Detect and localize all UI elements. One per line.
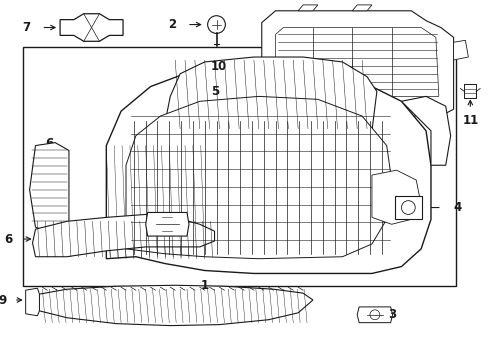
Text: 6: 6	[4, 233, 12, 246]
Text: 3: 3	[389, 308, 397, 321]
Text: 1: 1	[200, 279, 209, 292]
Polygon shape	[126, 96, 392, 259]
Text: 8: 8	[163, 183, 172, 196]
Polygon shape	[275, 27, 439, 96]
Text: 9: 9	[0, 293, 7, 306]
Polygon shape	[352, 5, 372, 11]
Text: 10: 10	[211, 60, 227, 73]
Polygon shape	[25, 288, 39, 316]
Polygon shape	[262, 11, 454, 116]
Polygon shape	[163, 57, 377, 131]
Polygon shape	[372, 170, 421, 224]
Polygon shape	[146, 212, 189, 236]
Text: 6: 6	[45, 138, 53, 150]
Bar	[23, 47, 456, 286]
Text: 5: 5	[211, 85, 219, 98]
Polygon shape	[454, 40, 468, 60]
Polygon shape	[106, 67, 431, 274]
Polygon shape	[32, 215, 215, 257]
Polygon shape	[60, 14, 123, 41]
Polygon shape	[29, 143, 69, 234]
Text: 2: 2	[168, 18, 176, 31]
Text: 11: 11	[462, 114, 478, 127]
Polygon shape	[39, 285, 313, 325]
Text: 4: 4	[454, 201, 462, 214]
Text: 7: 7	[23, 21, 31, 34]
Polygon shape	[298, 5, 318, 11]
Bar	[394, 196, 422, 219]
Polygon shape	[401, 96, 451, 165]
Polygon shape	[357, 307, 392, 323]
